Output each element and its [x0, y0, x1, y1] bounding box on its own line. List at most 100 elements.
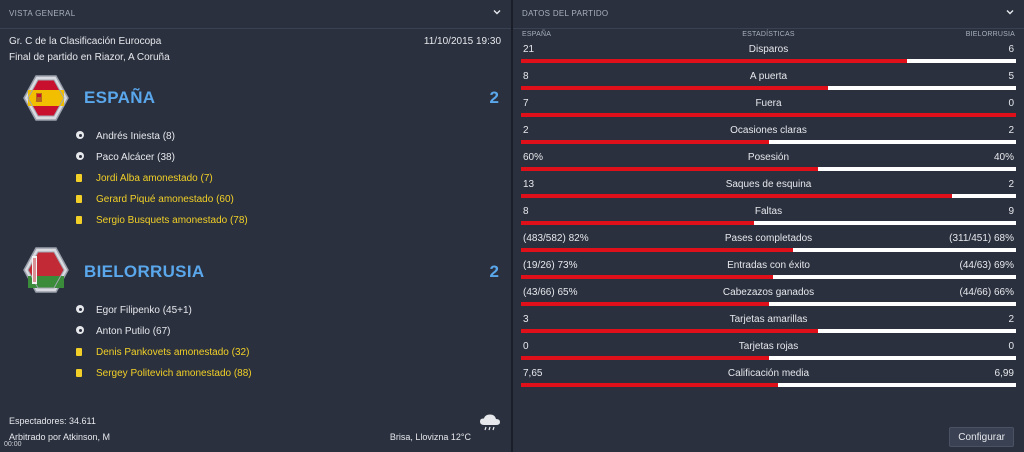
- stat-bar-home-fill: [521, 86, 828, 90]
- belarus-badge-icon[interactable]: [22, 246, 70, 294]
- stat-away-value: 0: [1008, 98, 1014, 109]
- stat-home-value: (43/66) 65%: [523, 287, 578, 298]
- stats-col-center: ESTADÍSTICAS: [742, 31, 795, 38]
- overview-panel: VISTA GENERAL Gr. C de la Clasificación …: [0, 0, 511, 452]
- stat-row: 21 Disparos 6: [521, 41, 1016, 65]
- event-text: Sergio Busquets amonestado (78): [96, 215, 248, 226]
- home-event-2: Paco Alcácer (38): [76, 151, 175, 165]
- home-event-3: Jordi Alba amonestado (7): [76, 172, 213, 186]
- stat-home-value: 21: [523, 44, 535, 55]
- stat-bar: [521, 140, 1016, 144]
- stat-away-value: 40%: [993, 152, 1014, 163]
- yellow-card-icon: [76, 369, 82, 378]
- stat-bar-home-fill: [521, 59, 908, 63]
- stat-bar-home-fill: [521, 383, 779, 387]
- event-text: Anton Putilo (67): [96, 326, 171, 337]
- spectators: Espectadores: 34.611: [9, 416, 96, 426]
- event-text: Jordi Alba amonestado (7): [96, 173, 213, 184]
- stats-header: DATOS DEL PARTIDO: [513, 0, 1024, 29]
- stat-away-value: 0: [1008, 341, 1014, 352]
- event-text: Denis Pankovets amonestado (32): [96, 347, 250, 358]
- stat-away-value: 6,99: [994, 368, 1014, 379]
- stat-row: 7 Fuera 0: [521, 95, 1016, 119]
- stat-row: 3 Tarjetas amarillas 2: [521, 311, 1016, 335]
- spain-badge-icon[interactable]: [22, 74, 70, 122]
- stat-row: 7,65 Calificación media 6,99: [521, 365, 1016, 389]
- stat-bar: [521, 194, 1016, 198]
- referee: Arbitrado por Atkinson, M: [9, 432, 111, 442]
- home-team-name[interactable]: ESPAÑA: [84, 88, 156, 107]
- match-timer: 00:00: [4, 441, 22, 448]
- stat-away-value: 2: [1008, 179, 1014, 190]
- stat-bar-home-fill: [521, 113, 1016, 117]
- stat-home-value: (19/26) 73%: [523, 260, 578, 271]
- away-team-name[interactable]: BIELORRUSIA: [84, 262, 205, 281]
- away-event-3: Denis Pankovets amonestado (32): [76, 346, 249, 360]
- stat-label: Tarjetas amarillas: [729, 314, 808, 325]
- weather-text: Brisa, Llovizna 12°C: [389, 432, 471, 442]
- stat-label: Fuera: [755, 98, 782, 109]
- stats-col-home: ESPAÑA: [522, 31, 552, 38]
- goal-ball-icon: [76, 152, 84, 161]
- stat-row: (19/26) 73% Entradas con éxito (44/63) 69%: [521, 257, 1016, 281]
- stat-bar: [521, 383, 1016, 387]
- chevron-down-icon[interactable]: [493, 8, 501, 16]
- stat-home-value: 13: [523, 179, 535, 190]
- stat-away-value: 2: [1008, 125, 1014, 136]
- away-event-4: Sergey Politevich amonestado (88): [76, 367, 252, 381]
- configure-button[interactable]: Configurar: [949, 427, 1014, 447]
- stat-label: Entradas con éxito: [727, 260, 810, 271]
- stat-bar-home-fill: [521, 248, 794, 252]
- yellow-card-icon: [76, 174, 82, 183]
- stat-row: (43/66) 65% Cabezazos ganados (44/66) 66%: [521, 284, 1016, 308]
- stat-away-value: (44/66) 66%: [959, 287, 1014, 298]
- stat-home-value: 8: [523, 71, 529, 82]
- stat-label: Pases completados: [724, 233, 813, 244]
- stat-row: 8 Faltas 9: [521, 203, 1016, 227]
- yellow-card-icon: [76, 195, 82, 204]
- stat-bar: [521, 329, 1016, 333]
- overview-header: VISTA GENERAL: [0, 0, 511, 29]
- chevron-down-icon[interactable]: [1006, 8, 1014, 16]
- stat-home-value: 3: [523, 314, 529, 325]
- stat-away-value: 6: [1008, 44, 1014, 55]
- stat-away-value: (311/451) 68%: [949, 233, 1014, 244]
- panel-divider: [511, 0, 513, 452]
- stat-bar-home-fill: [521, 221, 754, 225]
- overview-title: VISTA GENERAL: [9, 9, 76, 18]
- stat-row: 8 A puerta 5: [521, 68, 1016, 92]
- stat-bar-home-fill: [521, 302, 769, 306]
- match-info: Final de partido en Riazor, A Coruña: [9, 52, 170, 63]
- stat-bar-home-fill: [521, 356, 769, 360]
- stat-label: Disparos: [748, 44, 789, 55]
- stat-label: Faltas: [754, 206, 783, 217]
- stat-label: A puerta: [749, 71, 788, 82]
- stat-row: 60% Posesión 40%: [521, 149, 1016, 173]
- stat-row: 0 Tarjetas rojas 0: [521, 338, 1016, 362]
- event-text: Sergey Politevich amonestado (88): [96, 368, 252, 379]
- home-team-score: 2: [489, 88, 499, 107]
- stat-label: Saques de esquina: [725, 179, 812, 190]
- event-text: Paco Alcácer (38): [96, 152, 175, 163]
- stat-home-value: 7: [523, 98, 529, 109]
- yellow-card-icon: [76, 216, 82, 225]
- stat-home-value: 8: [523, 206, 529, 217]
- stat-home-value: 0: [523, 341, 529, 352]
- goal-ball-icon: [76, 326, 84, 335]
- stat-label: Calificación media: [727, 368, 810, 379]
- stat-away-value: (44/63) 69%: [959, 260, 1014, 271]
- stat-label: Posesión: [747, 152, 790, 163]
- stat-label: Cabezazos ganados: [722, 287, 815, 298]
- stat-bar: [521, 275, 1016, 279]
- stat-row: (483/582) 82% Pases completados (311/451) …: [521, 230, 1016, 254]
- away-team-score: 2: [489, 262, 499, 281]
- stat-bar: [521, 302, 1016, 306]
- yellow-card-icon: [76, 348, 82, 357]
- stat-bar: [521, 59, 1016, 63]
- away-event-1: Egor Filipenko (45+1): [76, 304, 192, 318]
- stat-bar: [521, 248, 1016, 252]
- away-event-2: Anton Putilo (67): [76, 325, 171, 339]
- goal-ball-icon: [76, 131, 84, 140]
- stat-bar: [521, 86, 1016, 90]
- stat-label: Tarjetas rojas: [738, 341, 799, 352]
